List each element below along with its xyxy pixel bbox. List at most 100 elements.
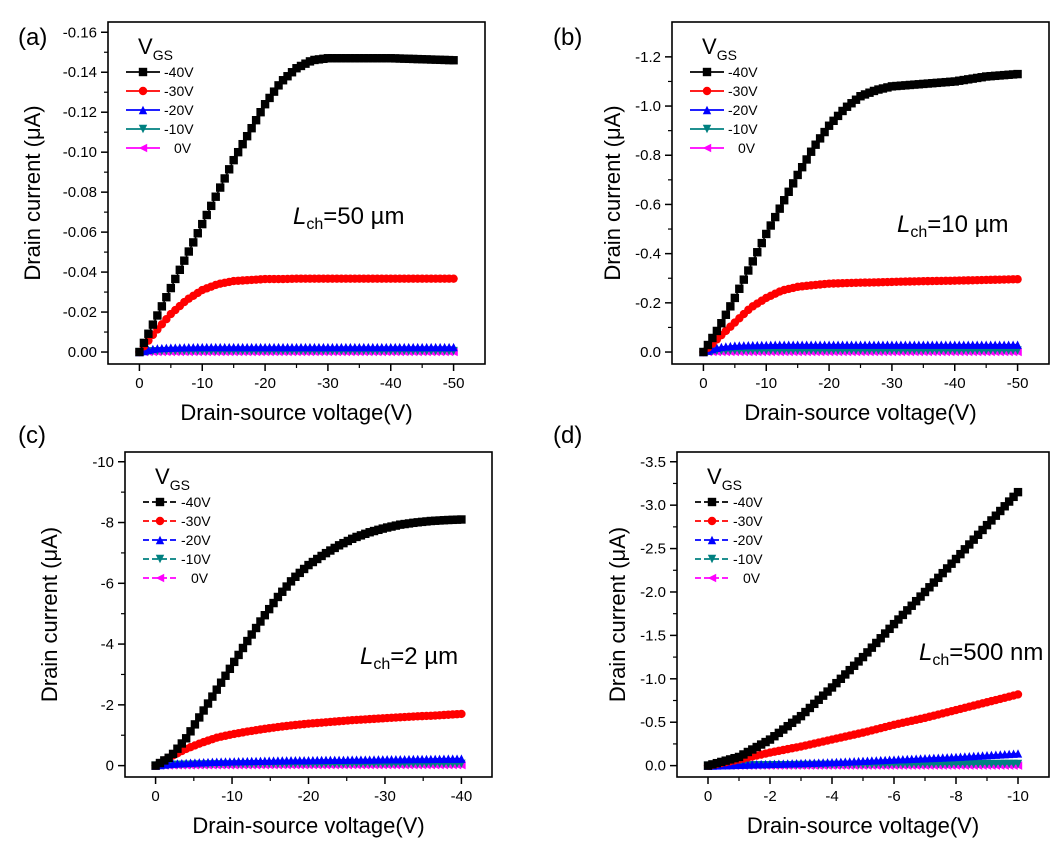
legend-marker — [139, 68, 147, 76]
data-point — [180, 256, 188, 264]
chart-panel-b: (b)0 -10 -20 -30 -40 -500.0-0.2-0.4-0.6-0.8-1… — [553, 22, 1049, 425]
data-point — [731, 294, 739, 302]
x-axis-label: Drain-source voltage(V) — [180, 400, 412, 425]
data-point — [153, 311, 161, 319]
y-tick-label: -2.5 — [640, 541, 666, 558]
data-point — [149, 320, 157, 328]
panel-label: (d) — [553, 422, 582, 449]
legend-label: -30V — [181, 513, 211, 529]
legend-title: VGS — [702, 34, 737, 63]
data-point — [1014, 690, 1022, 698]
legend-marker — [703, 68, 711, 76]
data-point — [713, 327, 721, 335]
y-tick-label: -10 — [92, 454, 114, 471]
legend-label: 0V — [174, 140, 192, 156]
data-point — [767, 221, 775, 229]
y-axis-label: Drain current (μA) — [600, 105, 625, 280]
data-point — [176, 266, 184, 274]
y-tick-label: -0.8 — [635, 147, 661, 164]
legend-label: -40V — [164, 64, 194, 80]
legend-label: -10V — [733, 551, 763, 567]
y-tick-label: 0.0 — [645, 758, 666, 775]
legend-marker — [708, 517, 716, 525]
panel-label: (b) — [553, 24, 582, 51]
data-point — [758, 239, 766, 247]
data-point — [238, 140, 246, 148]
x-tick-label: -50 — [1007, 375, 1029, 392]
data-point — [158, 302, 166, 310]
data-point — [789, 179, 797, 187]
y-axis-label: Drain current (μA) — [20, 105, 45, 280]
channel-length-annotation: Lch=500 nm — [919, 639, 1043, 669]
data-point — [1013, 275, 1021, 283]
data-point — [1013, 70, 1021, 78]
legend: VGS-40V -30V -20V -10V 0V — [690, 34, 758, 156]
data-point — [1014, 488, 1022, 496]
data-point — [234, 148, 242, 156]
x-axis-label: Drain-source voltage(V) — [192, 813, 424, 838]
x-tick-label: -20 — [254, 375, 276, 392]
data-point — [189, 238, 197, 246]
data-point — [198, 220, 206, 228]
legend-label: -30V — [728, 83, 758, 99]
data-point — [212, 193, 220, 201]
y-tick-label: 0.00 — [68, 344, 97, 361]
legend-label: -40V — [181, 494, 211, 510]
series-line — [139, 279, 453, 352]
panel-label: (a) — [18, 24, 47, 51]
legend-label: -20V — [733, 532, 763, 548]
y-tick-label: -0.16 — [63, 24, 97, 41]
legend-label: -30V — [733, 513, 763, 529]
x-tick-label: 0 — [135, 375, 143, 392]
x-tick-label: 0 — [704, 788, 712, 805]
data-point — [140, 339, 148, 347]
x-axis-label: Drain-source voltage(V) — [744, 400, 976, 425]
x-tick-label: -40 — [451, 788, 473, 805]
y-axis-label: Drain current (μA) — [605, 527, 630, 702]
y-tick-label: -1.0 — [635, 98, 661, 115]
data-point — [135, 348, 143, 356]
data-point — [798, 163, 806, 171]
data-point — [207, 202, 215, 210]
y-tick-label: -0.4 — [635, 246, 661, 263]
legend-label: 0V — [738, 140, 756, 156]
data-point — [457, 710, 465, 718]
legend-marker — [156, 498, 164, 506]
data-point — [162, 293, 170, 301]
y-tick-label: -0.6 — [635, 196, 661, 213]
y-tick-label: -0.2 — [635, 295, 661, 312]
x-axis-label: Drain-source voltage(V) — [747, 813, 979, 838]
x-tick-label: -10 — [755, 375, 777, 392]
x-tick-label: -40 — [380, 375, 402, 392]
x-tick-label: -30 — [881, 375, 903, 392]
data-point — [247, 124, 255, 132]
x-tick-label: -50 — [443, 375, 465, 392]
y-tick-label: -1.2 — [635, 49, 661, 66]
x-tick-label: -4 — [825, 788, 838, 805]
data-point — [449, 274, 457, 282]
panel-label: (c) — [18, 422, 46, 449]
legend-marker — [139, 87, 147, 95]
y-tick-label: -1.5 — [640, 627, 666, 644]
legend-label: -10V — [181, 551, 211, 567]
data-point — [449, 56, 457, 64]
data-point — [194, 229, 202, 237]
y-tick-label: -0.04 — [63, 264, 97, 281]
legend-label: 0V — [191, 570, 209, 586]
y-tick-label: -2 — [101, 697, 114, 714]
y-tick-label: -4 — [101, 636, 114, 653]
x-tick-label: -2 — [763, 788, 776, 805]
chart-panel-c: (c)0 -10 -20 -30 -400-2-4-6-8-10Drain-source… — [18, 422, 492, 838]
legend: VGS-40V -30V -20V -10V 0V — [143, 464, 211, 586]
legend-label: -10V — [164, 121, 194, 137]
y-axis-label: Drain current (μA) — [37, 527, 62, 702]
x-tick-label: -8 — [949, 788, 962, 805]
legend-title: VGS — [707, 464, 742, 493]
legend: VGS-40V -30V -20V -10V 0V — [695, 464, 763, 586]
data-point — [216, 183, 224, 191]
legend-marker — [708, 574, 716, 582]
legend-label: -20V — [164, 102, 194, 118]
series--40V — [704, 488, 1022, 770]
data-point — [229, 156, 237, 164]
